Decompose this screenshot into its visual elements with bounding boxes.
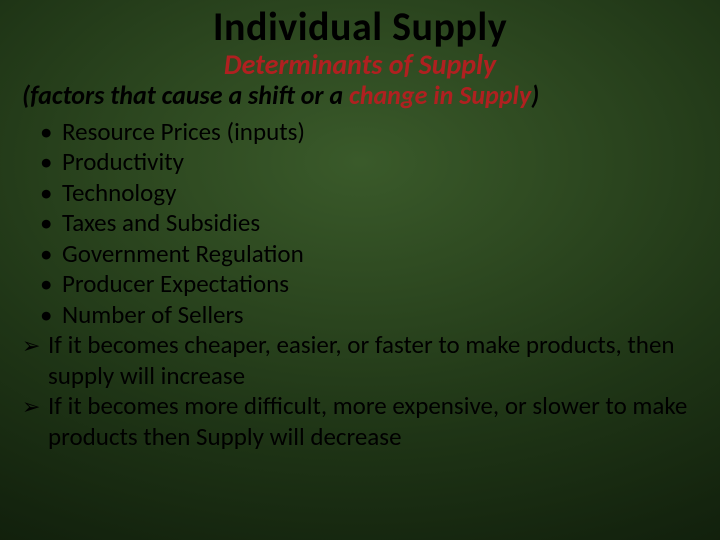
bullet-icon bbox=[40, 147, 62, 178]
bullet-text: Productivity bbox=[62, 147, 698, 178]
arrow-text: If it becomes cheaper, easier, or faster… bbox=[48, 330, 698, 391]
slide-subline: (factors that cause a shift or a change … bbox=[22, 81, 698, 111]
slide-body: Resource Prices (inputs) Productivity Te… bbox=[40, 117, 698, 453]
bullet-text: Taxes and Subsidies bbox=[62, 208, 698, 239]
bullet-icon bbox=[40, 178, 62, 209]
list-item: Government Regulation bbox=[40, 239, 698, 270]
bullet-text: Government Regulation bbox=[62, 239, 698, 270]
slide-title: Individual Supply bbox=[22, 6, 698, 48]
bullet-icon bbox=[40, 269, 62, 300]
list-item: If it becomes cheaper, easier, or faster… bbox=[22, 330, 698, 391]
list-item: Resource Prices (inputs) bbox=[40, 117, 698, 148]
bullet-text: Number of Sellers bbox=[62, 300, 698, 331]
list-item: Technology bbox=[40, 178, 698, 209]
bullet-icon bbox=[40, 300, 62, 331]
slide-subtitle: Determinants of Supply bbox=[22, 50, 698, 81]
bullet-text: Resource Prices (inputs) bbox=[62, 117, 698, 148]
list-item: Producer Expectations bbox=[40, 269, 698, 300]
subline-accent: change in Supply bbox=[349, 79, 531, 111]
bullet-text: Producer Expectations bbox=[62, 269, 698, 300]
subline-prefix: (factors that cause a shift or a bbox=[22, 79, 349, 111]
list-item: Productivity bbox=[40, 147, 698, 178]
arrow-text: If it becomes more difficult, more expen… bbox=[48, 391, 698, 452]
list-item: If it becomes more difficult, more expen… bbox=[22, 391, 698, 452]
bullet-icon bbox=[40, 208, 62, 239]
arrow-icon bbox=[22, 391, 48, 422]
bullet-icon bbox=[40, 239, 62, 270]
arrow-icon bbox=[22, 330, 48, 361]
list-item: Taxes and Subsidies bbox=[40, 208, 698, 239]
list-item: Number of Sellers bbox=[40, 300, 698, 331]
bullet-text: Technology bbox=[62, 178, 698, 209]
bullet-icon bbox=[40, 117, 62, 148]
slide: Individual Supply Determinants of Supply… bbox=[0, 0, 720, 540]
subline-suffix: ) bbox=[531, 79, 539, 111]
